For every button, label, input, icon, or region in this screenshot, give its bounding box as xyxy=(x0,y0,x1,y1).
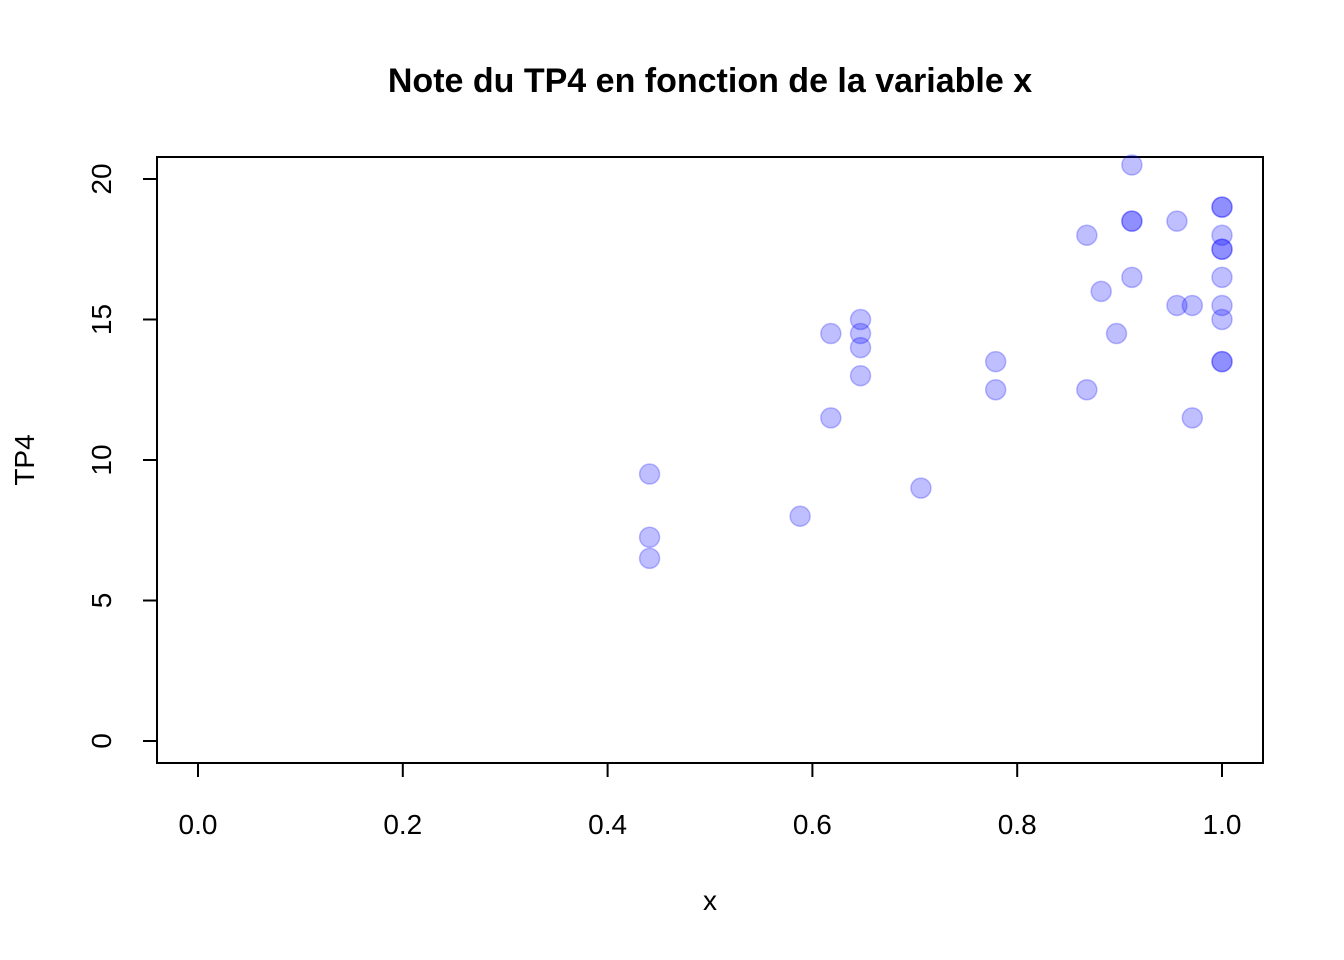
x-tick-label: 0.2 xyxy=(383,809,422,840)
data-point xyxy=(1211,238,1233,260)
data-point xyxy=(1211,350,1233,373)
data-point xyxy=(984,379,1007,401)
data-point xyxy=(1166,210,1188,232)
data-point xyxy=(1105,322,1128,345)
y-axis: 0 5 10 15 20 xyxy=(86,163,158,749)
y-tick-label: 0 xyxy=(86,733,117,749)
data-point xyxy=(1211,224,1233,246)
data-point xyxy=(1076,224,1098,246)
y-axis-label: TP4 xyxy=(9,434,40,485)
data-point xyxy=(638,547,661,570)
data-point xyxy=(1211,266,1233,289)
data-point xyxy=(849,308,872,331)
data-point xyxy=(1121,210,1143,232)
data-point xyxy=(1211,238,1233,260)
data-point xyxy=(789,505,811,527)
data-point xyxy=(1211,308,1233,331)
data-point xyxy=(910,477,932,499)
data-point xyxy=(1121,154,1143,176)
data-point xyxy=(849,364,872,387)
data-point xyxy=(849,336,872,359)
data-point xyxy=(638,526,661,549)
x-tick-label: 0.6 xyxy=(793,809,832,840)
data-point xyxy=(1181,294,1204,317)
data-point xyxy=(1181,407,1204,429)
data-point xyxy=(1211,196,1233,218)
data-point xyxy=(1166,294,1188,317)
x-tick-label: 0.0 xyxy=(179,809,218,840)
x-tick-label: 0.8 xyxy=(998,809,1037,840)
data-point xyxy=(1076,379,1098,401)
data-point xyxy=(1211,196,1233,218)
y-tick-label: 15 xyxy=(86,304,117,335)
y-tick-label: 20 xyxy=(86,163,117,194)
data-point xyxy=(1211,294,1233,317)
data-point xyxy=(1121,266,1143,289)
data-point xyxy=(984,350,1007,373)
data-point xyxy=(1090,280,1112,303)
y-tick-label: 10 xyxy=(86,444,117,475)
data-point xyxy=(820,407,842,429)
data-point xyxy=(1211,350,1233,373)
x-tick-label: 0.4 xyxy=(588,809,627,840)
plot-frame xyxy=(156,156,1264,764)
data-points xyxy=(638,154,1233,570)
y-tick-label: 5 xyxy=(86,593,117,609)
data-point xyxy=(820,322,842,345)
x-axis: 0.0 0.2 0.4 0.6 0.8 1.0 xyxy=(179,762,1242,840)
data-point xyxy=(638,463,661,485)
data-point xyxy=(1121,210,1143,232)
data-point xyxy=(849,322,872,345)
x-tick-label: 1.0 xyxy=(1203,809,1242,840)
x-axis-label: x xyxy=(703,885,717,916)
chart-title: Note du TP4 en fonction de la variable x xyxy=(388,62,1032,100)
